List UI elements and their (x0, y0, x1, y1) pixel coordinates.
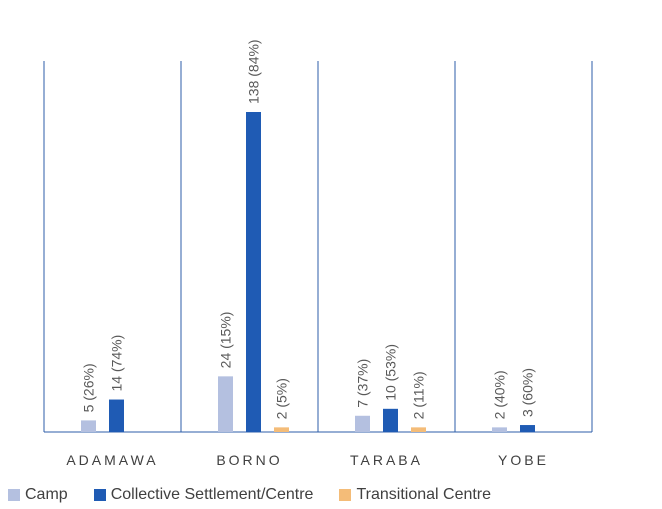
data-label: 14 (74%) (109, 335, 125, 392)
bar (274, 427, 289, 432)
x-tick-label: ADAMAWA (66, 452, 158, 468)
bar (81, 420, 96, 432)
legend-label-camp: Camp (25, 486, 68, 503)
legend-label-collective: Collective Settlement/Centre (110, 486, 314, 503)
data-label: 5 (26%) (81, 363, 97, 412)
legend: Camp Collective Settlement/Centre Transi… (8, 486, 517, 504)
bar (411, 427, 426, 432)
data-label: 2 (5%) (274, 378, 290, 419)
data-label: 10 (53%) (383, 344, 399, 401)
legend-swatch-camp (8, 489, 20, 501)
legend-item-collective: Collective Settlement/Centre (93, 486, 314, 504)
x-tick-label: YOBE (498, 452, 549, 468)
bar (246, 112, 261, 432)
data-label: 2 (40%) (492, 370, 508, 419)
legend-item-transitional: Transitional Centre (339, 486, 491, 504)
legend-label-transitional: Transitional Centre (356, 486, 492, 503)
bar (492, 427, 507, 432)
legend-swatch-transitional (339, 489, 352, 501)
x-tick-label: TARABA (350, 452, 423, 468)
bar (520, 425, 535, 432)
bar (109, 399, 124, 432)
legend-item-camp: Camp (8, 486, 68, 504)
x-tick-label: BORNO (216, 452, 282, 468)
bar (355, 415, 370, 432)
data-label: 2 (11%) (411, 371, 427, 419)
bar (218, 376, 233, 432)
bar (383, 408, 398, 432)
legend-swatch-collective (93, 489, 106, 501)
data-label: 3 (60%) (520, 368, 536, 417)
data-label: 138 (84%) (246, 39, 262, 104)
data-label: 7 (37%) (355, 359, 371, 408)
data-label: 24 (15%) (218, 312, 234, 369)
